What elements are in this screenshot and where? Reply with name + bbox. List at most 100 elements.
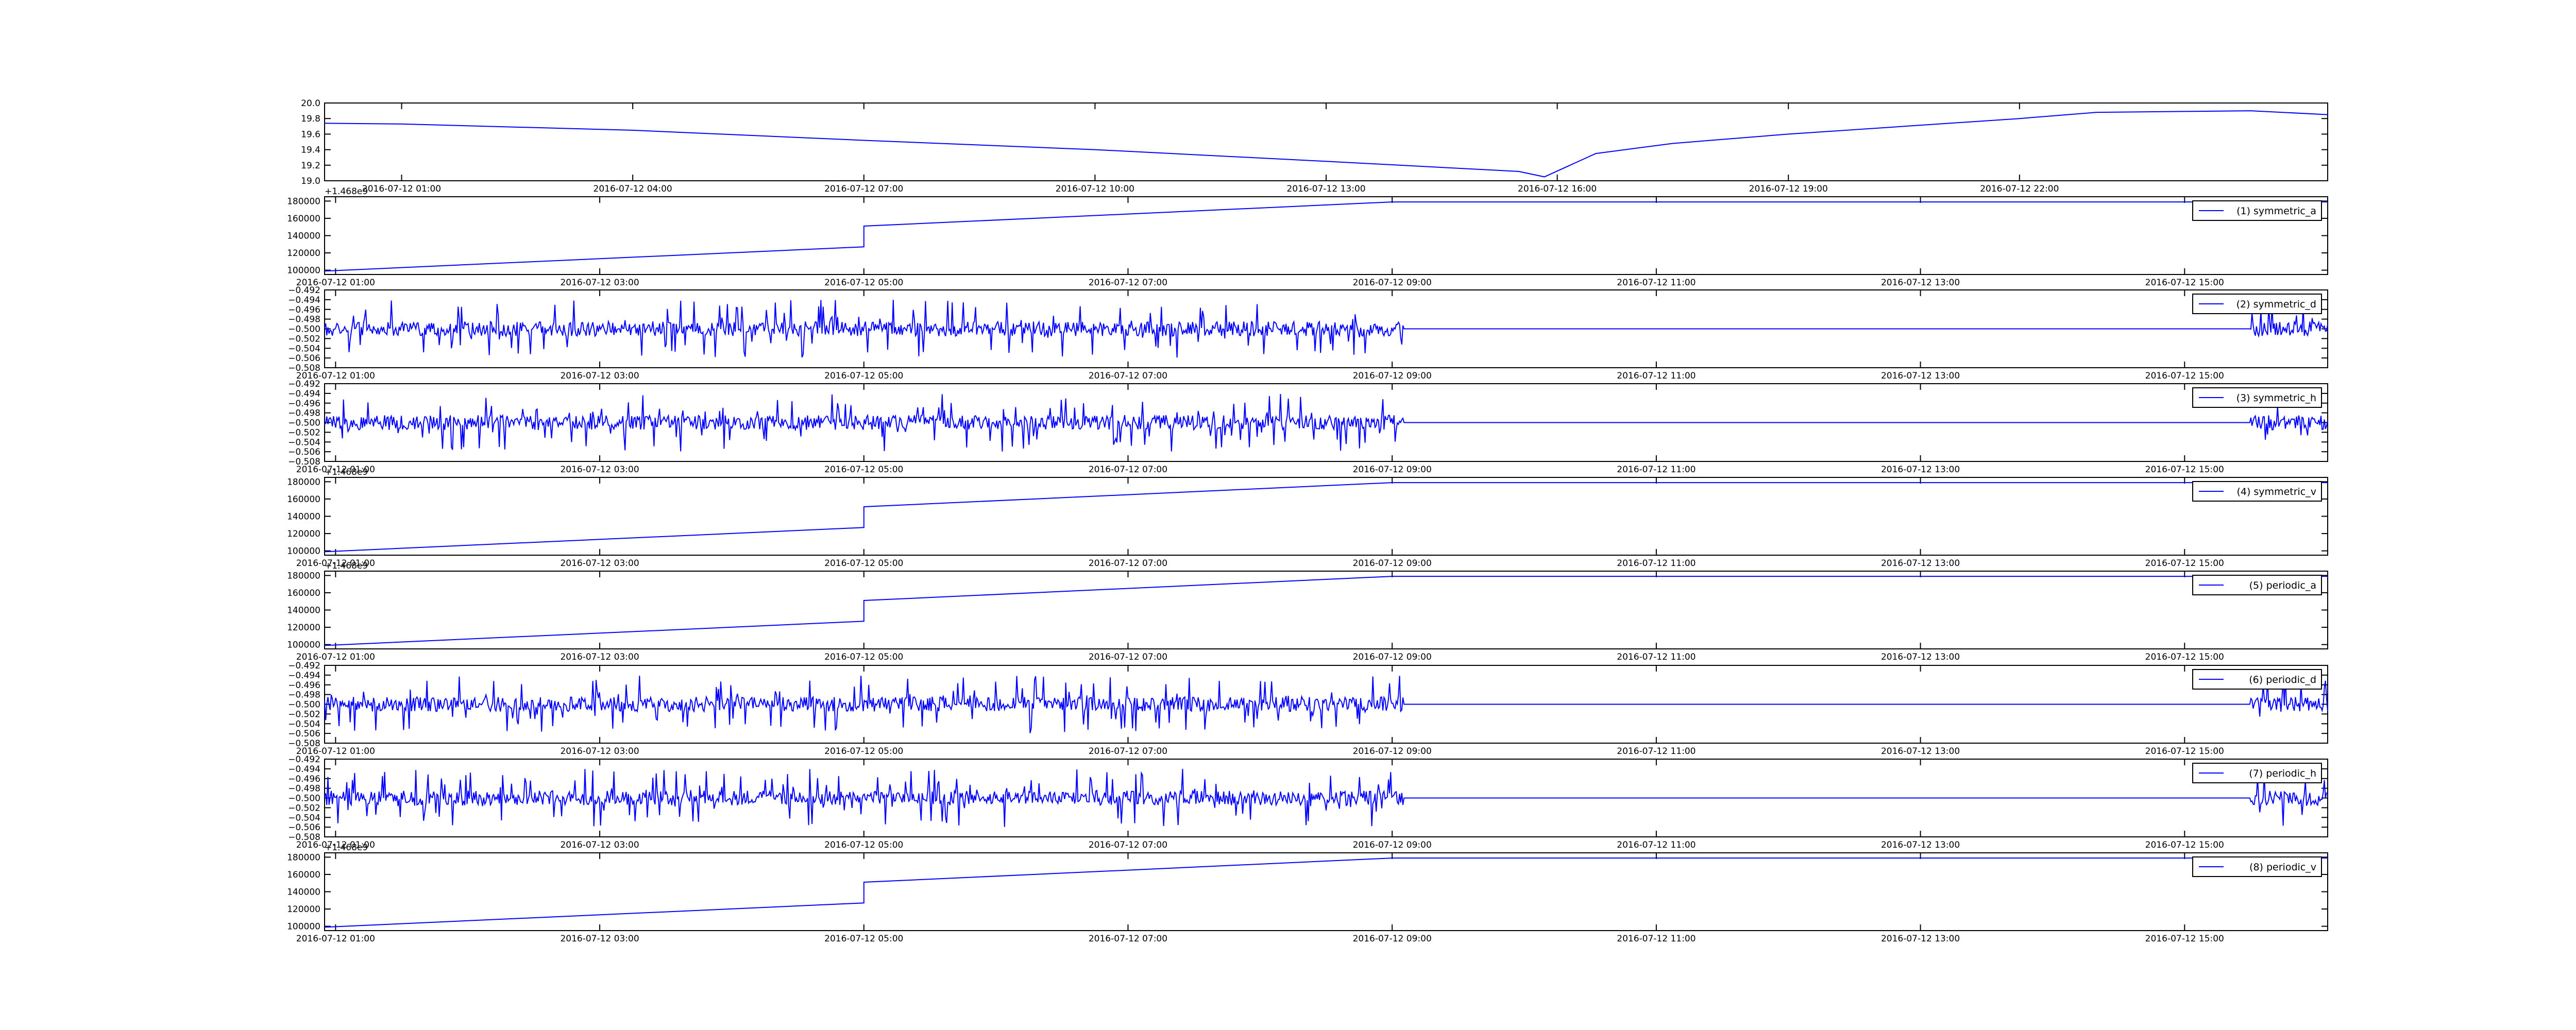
y-tick-label: −0.498 [288, 315, 320, 325]
legend-label: (5) periodic_a [2249, 580, 2316, 591]
x-tick-label: 2016-07-12 11:00 [1617, 746, 1696, 757]
x-tick-label: 2016-07-12 09:00 [1353, 278, 1432, 288]
x-tick-label: 2016-07-12 09:00 [1353, 558, 1432, 569]
y-tick-label: 160000 [287, 588, 320, 598]
y-tick-label: −0.494 [288, 671, 320, 681]
y-tick-label: −0.504 [288, 437, 320, 448]
x-tick-label: 2016-07-12 13:00 [1881, 558, 1960, 569]
x-tick-label: 2016-07-12 07:00 [1089, 840, 1167, 850]
x-tick-label: 2016-07-12 01:00 [296, 840, 375, 850]
plot-area [324, 852, 2328, 931]
x-tick-label: 2016-07-12 07:00 [1089, 746, 1167, 757]
x-tick-label: 2016-07-12 13:00 [1881, 652, 1960, 662]
plot-area [324, 196, 2328, 275]
chart-panel-8: −0.508−0.506−0.504−0.502−0.500−0.498 −0.4… [288, 754, 2328, 850]
x-tick-label: 2016-07-12 03:00 [560, 934, 639, 944]
x-tick-label: 2016-07-12 13:00 [1881, 934, 1960, 944]
series-line-5-periodic-a [324, 576, 2328, 646]
legend-label: (8) periodic_v [2249, 862, 2316, 873]
y-tick-label: 180000 [287, 571, 320, 581]
x-tick-label: 2016-07-12 01:00 [296, 746, 375, 757]
x-tick-label: 2016-07-12 11:00 [1617, 465, 1696, 475]
x-tick-label: 2016-07-12 07:00 [1089, 558, 1167, 569]
y-tick-label: 160000 [287, 870, 320, 880]
legend-label: (7) periodic_h [2249, 768, 2316, 779]
legend: (7) periodic_h [2192, 763, 2322, 783]
x-tick-label: 2016-07-12 05:00 [824, 278, 903, 288]
series-line-1-symmetric-a [324, 201, 2328, 272]
series-line-8-periodic-v [324, 857, 2328, 928]
y-tick-label: −0.494 [288, 764, 320, 775]
x-tick-label: 2016-07-12 05:00 [824, 934, 903, 944]
y-tick-label: −0.500 [288, 418, 320, 428]
y-tick-label: −0.506 [288, 447, 320, 457]
y-tick-label: −0.506 [288, 822, 320, 833]
y-tick-label: 140000 [287, 231, 320, 242]
x-tick-label: 2016-07-12 13:00 [1881, 371, 1960, 381]
x-tick-label: 2016-07-12 11:00 [1617, 278, 1696, 288]
x-tick-label: 2016-07-12 05:00 [824, 746, 903, 757]
x-tick-label: 2016-07-12 09:00 [1353, 746, 1432, 757]
legend-label: (3) symmetric_h [2236, 392, 2316, 404]
y-tick-label: 20.0 [301, 98, 320, 109]
legend-label: (2) symmetric_d [2236, 299, 2316, 310]
y-tick-label: 19.0 [301, 176, 320, 186]
x-tick-label: 2016-07-12 11:00 [1617, 371, 1696, 381]
y-tick-label: −0.506 [288, 729, 320, 739]
x-tick-label: 2016-07-12 05:00 [824, 371, 903, 381]
x-tick-label: 2016-07-12 01:00 [362, 184, 441, 194]
x-tick-label: 2016-07-12 01:00 [296, 558, 375, 569]
legend: (6) periodic_d [2192, 669, 2322, 690]
y-tick-label: 140000 [287, 887, 320, 898]
x-tick-label: 2016-07-12 03:00 [560, 652, 639, 662]
axis-offset-label: +1.468e9 [325, 467, 368, 477]
y-tick-label: −0.502 [288, 334, 320, 344]
x-tick-label: 2016-07-12 15:00 [2145, 558, 2224, 569]
plot-area [324, 571, 2328, 649]
y-tick-label: 120000 [287, 623, 320, 633]
x-tick-label: 2016-07-12 10:00 [1056, 184, 1134, 194]
series-line-3-symmetric-h [324, 393, 2328, 452]
y-tick-label: 120000 [287, 529, 320, 539]
y-tick-label: −0.500 [288, 324, 320, 335]
y-tick-label: −0.504 [288, 344, 320, 354]
y-tick-label: 19.6 [301, 129, 320, 140]
y-tick-label: −0.504 [288, 719, 320, 729]
y-tick-label: 180000 [287, 852, 320, 863]
legend-label: (1) symmetric_a [2236, 205, 2316, 217]
x-tick-label: 2016-07-12 05:00 [824, 558, 903, 569]
y-tick-label: −0.508 [288, 739, 320, 749]
y-tick-label: 120000 [287, 904, 320, 915]
y-tick-label: −0.504 [288, 813, 320, 823]
y-tick-label: −0.500 [288, 794, 320, 804]
y-tick-label: −0.498 [288, 690, 320, 700]
x-tick-label: 2016-07-12 01:00 [296, 371, 375, 381]
axis-offset-label: +1.468e9 [325, 186, 368, 197]
x-tick-label: 2016-07-12 07:00 [1089, 934, 1167, 944]
x-tick-label: 2016-07-12 22:00 [1980, 184, 2059, 194]
y-tick-label: −0.492 [288, 754, 320, 765]
y-tick-label: −0.506 [288, 353, 320, 364]
x-tick-label: 2016-07-12 09:00 [1353, 465, 1432, 475]
x-tick-label: 2016-07-12 03:00 [560, 840, 639, 850]
legend: (2) symmetric_d [2192, 294, 2322, 314]
x-tick-label: 2016-07-12 15:00 [2145, 465, 2224, 475]
y-tick-label: −0.498 [288, 784, 320, 794]
x-tick-label: 2016-07-12 13:00 [1881, 278, 1960, 288]
y-tick-label: 19.2 [301, 161, 320, 171]
y-tick-label: 100000 [287, 546, 320, 557]
y-tick-label: −0.502 [288, 803, 320, 813]
x-tick-label: 2016-07-12 11:00 [1617, 652, 1696, 662]
x-tick-label: 2016-07-12 15:00 [2145, 371, 2224, 381]
y-tick-label: −0.508 [288, 832, 320, 843]
x-tick-label: 2016-07-12 16:00 [1518, 184, 1597, 194]
y-tick-label: −0.496 [288, 305, 320, 315]
series-line-2-symmetric-d [324, 300, 2328, 358]
chart-panel-2: 100000 120000 140000 160000 180000 2016-07-12… [287, 186, 2328, 288]
x-tick-label: 2016-07-12 13:00 [1881, 840, 1960, 850]
legend: (4) symmetric_v [2192, 481, 2322, 502]
x-tick-label: 2016-07-12 15:00 [2145, 934, 2224, 944]
chart-panel-4: −0.508−0.506−0.504−0.502−0.500−0.498−0.4… [288, 379, 2328, 475]
x-tick-label: 2016-07-12 15:00 [2145, 746, 2224, 757]
